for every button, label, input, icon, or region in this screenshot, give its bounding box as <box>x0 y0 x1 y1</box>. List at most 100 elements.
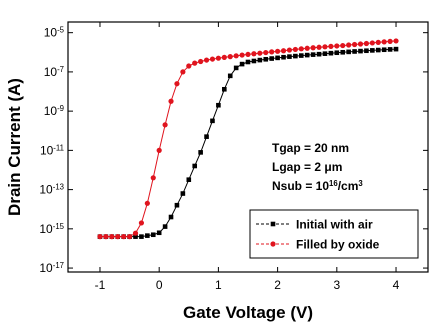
data-point <box>322 51 328 56</box>
data-point <box>263 49 269 56</box>
data-point <box>133 234 138 239</box>
data-point <box>145 233 150 238</box>
data-point <box>393 46 399 52</box>
data-point <box>298 53 304 58</box>
data-point <box>168 214 174 220</box>
data-point <box>156 230 162 236</box>
data-point <box>346 49 351 55</box>
plot-frame <box>67 21 429 273</box>
legend-label: Filled by oxide <box>296 238 380 252</box>
x-tick-label: 1 <box>215 278 222 292</box>
data-point <box>351 41 358 48</box>
data-point <box>251 51 257 57</box>
data-point <box>328 50 334 56</box>
data-point <box>269 56 274 61</box>
data-point <box>316 44 322 50</box>
data-point <box>132 230 139 236</box>
data-point <box>97 234 103 240</box>
legend-box <box>249 209 419 259</box>
y-tick-label: 10-7 <box>44 64 64 79</box>
data-point <box>109 234 115 240</box>
data-point <box>292 46 298 53</box>
data-point <box>393 38 399 44</box>
data-point <box>281 54 286 60</box>
x-tick-label: 0 <box>156 278 163 292</box>
data-point <box>168 98 174 104</box>
data-point <box>263 56 269 62</box>
data-point <box>216 102 221 108</box>
data-point <box>227 73 233 79</box>
data-point <box>334 43 340 49</box>
x-tick-label: 2 <box>274 278 281 292</box>
data-point <box>215 55 221 61</box>
data-point <box>239 61 245 67</box>
data-point <box>334 50 340 56</box>
series-line <box>99 40 397 238</box>
data-point <box>209 56 216 62</box>
data-point <box>293 53 298 59</box>
data-point <box>174 202 180 208</box>
data-point <box>144 200 150 206</box>
data-point <box>221 54 227 60</box>
data-point <box>192 163 198 169</box>
data-point <box>280 48 287 54</box>
data-point <box>186 63 192 69</box>
data-point <box>364 48 369 54</box>
x-tick-label: 3 <box>333 278 340 292</box>
y-tick-label: 10-5 <box>44 25 65 40</box>
data-point <box>180 69 186 75</box>
data-point <box>139 234 144 239</box>
data-point <box>138 220 145 226</box>
data-point <box>210 118 215 124</box>
data-point <box>233 53 239 59</box>
data-point <box>369 40 375 46</box>
data-point <box>375 39 381 45</box>
data-point <box>310 45 316 51</box>
data-point <box>363 40 370 47</box>
data-point <box>298 46 304 52</box>
data-point <box>387 38 393 44</box>
legend-marker <box>270 241 276 247</box>
data-point <box>222 86 227 92</box>
data-point <box>121 234 127 240</box>
data-point <box>381 39 387 45</box>
annotation: Lgap = 2 μm <box>272 160 342 174</box>
data-point <box>156 147 162 153</box>
data-point <box>269 49 275 55</box>
data-point <box>352 49 357 54</box>
data-point <box>257 50 263 56</box>
data-point <box>316 51 322 57</box>
data-point <box>340 42 346 49</box>
data-point <box>322 44 328 50</box>
data-point <box>304 52 310 58</box>
y-tick-label: 10-17 <box>39 261 64 276</box>
annotation: Nsub = 1016/cm3 <box>272 179 363 194</box>
y-axis-title: Drain Current (A) <box>5 78 24 216</box>
data-point <box>198 150 203 155</box>
data-point <box>257 57 263 63</box>
data-point <box>204 134 209 139</box>
data-point <box>357 41 364 47</box>
data-point <box>275 48 281 54</box>
data-point <box>245 59 251 65</box>
data-point <box>150 175 156 181</box>
legend-label: Initial with air <box>296 218 373 232</box>
x-tick-label: 4 <box>393 278 400 292</box>
y-tick-label: 10-9 <box>44 104 64 119</box>
data-point <box>162 224 168 229</box>
data-point <box>286 47 293 53</box>
data-point <box>287 54 292 59</box>
data-point <box>310 52 316 57</box>
data-point <box>340 49 346 55</box>
data-point <box>150 232 156 238</box>
data-point <box>275 55 280 61</box>
data-point <box>251 58 257 64</box>
data-point <box>186 177 192 182</box>
data-point <box>346 42 352 48</box>
y-tick-label: 10-13 <box>39 182 64 197</box>
y-tick-label: 10-15 <box>39 221 64 236</box>
data-point <box>203 57 210 63</box>
data-point <box>115 234 121 240</box>
data-point <box>328 43 334 49</box>
